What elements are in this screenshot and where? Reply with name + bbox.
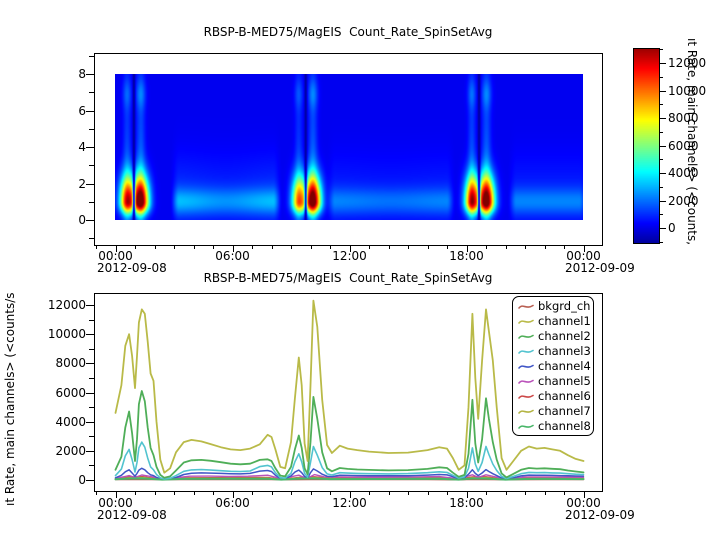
spectrogram-plot-area[interactable] [94, 53, 602, 245]
legend-label: channel4 [538, 359, 591, 373]
series-channel6 [114, 475, 585, 481]
line-chart-y-tick-label: 12000 [47, 298, 86, 312]
legend-swatch-icon [518, 424, 534, 429]
spectrogram-x-tick-label: 00:00 [566, 249, 601, 263]
spectrogram-x-tick-label: 12:00 [332, 249, 367, 263]
legend-label: channel1 [538, 314, 591, 328]
legend-label: channel2 [538, 329, 591, 343]
line-chart-x-tick-label: 12:00 [332, 496, 367, 510]
legend-swatch-icon [518, 379, 534, 384]
legend-swatch-icon [518, 304, 534, 309]
line-chart-x-tick-label: 18:00 [449, 496, 484, 510]
legend-label: bkgrd_ch [538, 299, 591, 313]
line-chart-date-right: 2012-09-09 [565, 508, 635, 522]
line-chart-x-tick-label: 00:00 [98, 496, 133, 510]
colorbar-tick-label: 8000 [668, 111, 699, 125]
legend-label: channel7 [538, 404, 591, 418]
legend-swatch-icon [518, 319, 534, 324]
legend-item-channel7[interactable]: channel7 [513, 404, 593, 419]
legend-label: channel5 [538, 374, 591, 388]
spectrogram-y-tick-label: 6 [78, 103, 86, 118]
line-chart-y-tick-label: 10000 [47, 327, 86, 342]
spectrogram-y-tick-label: 2 [78, 176, 86, 191]
legend-swatch-icon [518, 364, 534, 369]
colorbar-tick-label: 4000 [668, 166, 699, 180]
legend-item-channel8[interactable]: channel8 [513, 419, 593, 434]
legend-item-channel1[interactable]: channel1 [513, 314, 593, 329]
legend[interactable]: bkgrd_ch channel1 channel2 channel3 channel4… [512, 296, 594, 436]
line-chart-y-tick-label: 0 [78, 473, 86, 487]
series-channel4 [114, 467, 585, 481]
legend-item-channel5[interactable]: channel5 [513, 374, 593, 389]
series-channel3 [114, 441, 585, 480]
colorbar-tick-label: 10000 [668, 83, 707, 98]
spectrogram-x-tick-label: 00:00 [98, 249, 133, 263]
line-chart-y-tick-label: 4000 [55, 414, 86, 429]
legend-item-channel4[interactable]: channel4 [513, 359, 593, 374]
legend-item-bkgrd_ch[interactable]: bkgrd_ch [513, 299, 593, 314]
line-chart-date-left: 2012-09-08 [97, 508, 167, 522]
legend-label: channel6 [538, 389, 591, 403]
legend-swatch-icon [518, 334, 534, 339]
line-chart-y-tick-label: 6000 [55, 385, 86, 400]
line-chart-y-axis-label: ıt Rate, main channels> (<counts/s [3, 292, 17, 506]
legend-item-channel6[interactable]: channel6 [513, 389, 593, 404]
colorbar-tick-label: 2000 [668, 193, 699, 208]
line-chart-x-tick-label: 00:00 [566, 496, 601, 510]
legend-label: channel3 [538, 344, 591, 358]
legend-swatch-icon [518, 394, 534, 399]
legend-swatch-icon [518, 409, 534, 414]
colorbar-tick-label: 12000 [668, 56, 707, 70]
legend-label: channel8 [538, 419, 591, 433]
line-chart-y-tick-label: 2000 [55, 443, 86, 458]
spectrogram-title: RBSP-B-MED75/MagEIS Count_Rate_SpinSetAv… [203, 25, 493, 39]
spectrogram-y-tick-label: 4 [78, 140, 86, 154]
colorbar [633, 48, 659, 243]
spectrogram-y-tick-label: 0 [78, 213, 86, 227]
series-channel5 [114, 473, 585, 480]
colorbar-tick-label: 0 [668, 221, 676, 235]
line-chart-x-tick-label: 06:00 [215, 496, 250, 510]
legend-item-channel2[interactable]: channel2 [513, 329, 593, 344]
spectrogram-image[interactable] [115, 74, 583, 220]
legend-item-channel3[interactable]: channel3 [513, 344, 593, 359]
spectrogram-date-left: 2012-09-08 [97, 261, 167, 275]
line-chart-y-tick-label: 8000 [55, 356, 86, 371]
spectrogram-date-right: 2012-09-09 [565, 261, 635, 275]
colorbar-tick-label: 6000 [668, 138, 699, 153]
legend-swatch-icon [518, 349, 534, 354]
spectrogram-x-tick-label: 06:00 [215, 249, 250, 263]
series-channel7 [114, 476, 585, 481]
spectrogram-y-tick-label: 8 [78, 67, 86, 81]
series-channel8 [114, 477, 585, 481]
line-chart-title: RBSP-B-MED75/MagEIS Count_Rate_SpinSetAv… [203, 271, 493, 285]
spectrogram-x-tick-label: 18:00 [449, 249, 484, 263]
